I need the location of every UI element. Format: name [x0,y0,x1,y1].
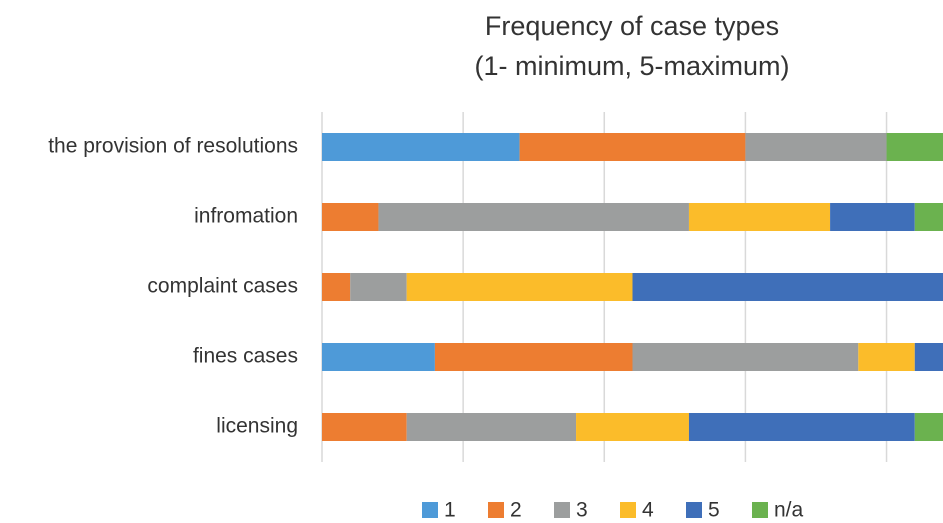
legend-swatch [488,502,504,518]
bar-segment [688,413,915,441]
y-tick-label: licensing [216,415,298,438]
bar-segment [322,343,435,371]
bar-segment [322,413,407,441]
bar-segment [406,413,577,441]
legend-swatch [752,502,768,518]
bar-segment [519,133,746,161]
bar-segment [632,343,859,371]
bar-segment [632,273,943,301]
bar-segment [322,203,379,231]
legend-label: 4 [642,499,654,522]
bar-segment [914,203,943,231]
bar-segment [378,203,689,231]
bar-segment [745,133,887,161]
legend-swatch [686,502,702,518]
bar-segment [688,203,831,231]
legend-label: 5 [708,499,720,522]
bar-segment [858,343,915,371]
bar-segment [914,413,943,441]
bar-segment [322,273,351,301]
legend-swatch [620,502,636,518]
legend-swatch [554,502,570,518]
bar-segment [406,273,633,301]
y-tick-label: complaint cases [147,275,298,298]
bar-segment [322,133,520,161]
chart-title: Frequency of case types [485,11,779,41]
legend-label: 2 [510,499,522,522]
bar-segment [434,343,633,371]
bar-segment [576,413,689,441]
legend-swatch [422,502,438,518]
chart-subtitle: (1- minimum, 5-maximum) [474,51,789,81]
y-tick-label: the provision of resolutions [48,135,298,158]
legend-label: 3 [576,499,588,522]
bar-segment [886,133,943,161]
y-tick-label: fines cases [193,345,298,368]
legend-label: 1 [444,499,456,522]
bar-segment [830,203,915,231]
bar-segment [914,343,943,371]
bar-segment [350,273,407,301]
legend-label: n/a [774,499,804,522]
y-tick-label: infromation [194,205,298,228]
